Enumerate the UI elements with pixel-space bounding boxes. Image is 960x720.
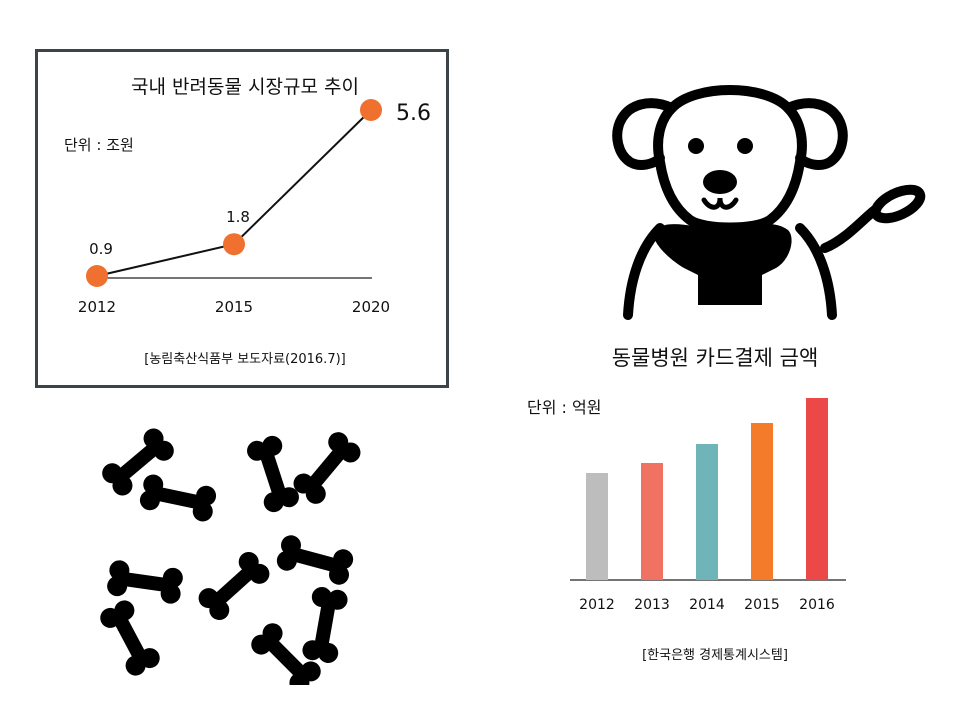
line-x-tick-label: 2012: [78, 298, 116, 316]
bone-icon: [289, 428, 365, 508]
line-point: [86, 265, 108, 287]
bar-x-tick-label: 2015: [744, 597, 780, 613]
bone-icon: [244, 433, 302, 515]
bar-x-tick-label: 2013: [634, 597, 670, 613]
line-chart-title: 국내 반려동물 시장규모 추이: [131, 76, 359, 98]
line-data-label: 5.6: [396, 101, 431, 126]
bar-chart-title: 동물병원 카드결제 금액: [611, 346, 819, 370]
bar: [641, 463, 663, 580]
bones-illustration: [96, 424, 365, 685]
line-x-tick-label: 2015: [215, 298, 253, 316]
line-point: [223, 233, 245, 256]
bar: [751, 423, 773, 580]
dog-with-leash-icon: [612, 85, 926, 320]
line-chart-unit-label: 단위 : 조원: [64, 136, 134, 154]
bone-icon: [194, 547, 274, 625]
bar: [806, 398, 828, 580]
bone-icon: [138, 472, 218, 524]
bar-chart-unit-label: 단위 : 억원: [527, 398, 602, 417]
bar: [696, 444, 718, 580]
bone-icon: [105, 559, 185, 605]
line-x-tick-label: 2020: [352, 298, 390, 316]
line-chart-source: [농림축산식품부 보도자료(2016.7)]: [144, 352, 346, 367]
bar-x-tick-label: 2012: [579, 597, 615, 613]
line-data-label: 0.9: [89, 240, 113, 258]
bar-x-tick-label: 2014: [689, 597, 725, 613]
bar: [586, 473, 608, 580]
bar-chart-source: [한국은행 경제통계시스템]: [642, 648, 788, 663]
line-point: [360, 99, 382, 121]
line-chart-panel: 국내 반려동물 시장규모 추이 단위 : 조원 [농림축산식품부 보도자료(20…: [35, 49, 449, 388]
bone-icon: [274, 533, 356, 587]
bone-icon: [300, 585, 350, 665]
bone-icon: [96, 596, 164, 680]
bar-x-tick-label: 2016: [799, 597, 835, 613]
line-data-label: 1.8: [226, 208, 250, 226]
